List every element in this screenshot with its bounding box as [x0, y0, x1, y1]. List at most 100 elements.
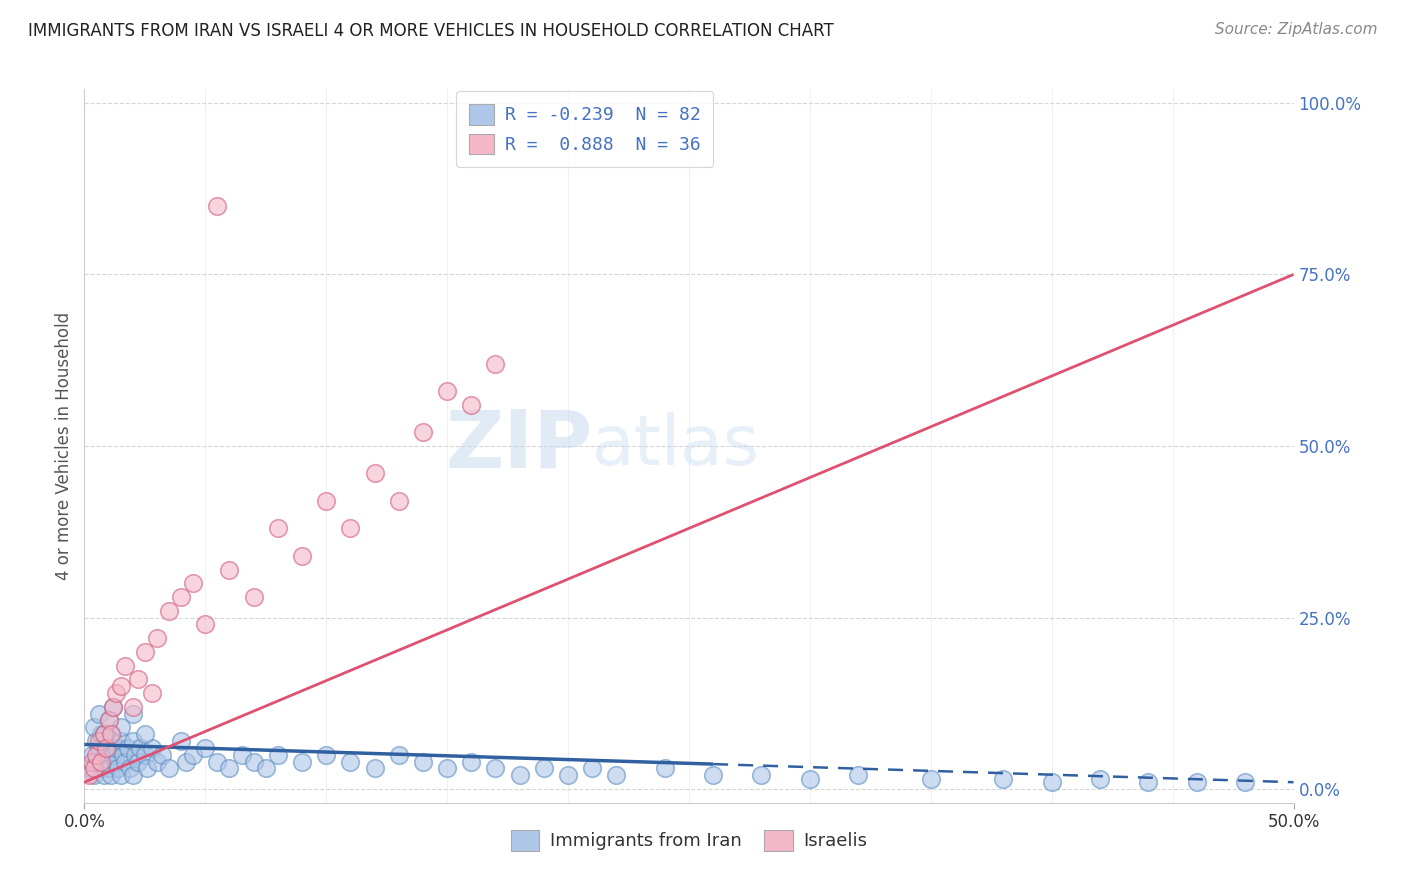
Point — [94, 740, 117, 755]
Point — [90, 727, 112, 741]
Point — [605, 768, 627, 782]
Point — [136, 762, 159, 776]
Point — [94, 755, 117, 769]
Point — [170, 734, 193, 748]
Point — [104, 686, 127, 700]
Point — [242, 590, 264, 604]
Point — [363, 467, 385, 481]
Point — [533, 762, 555, 776]
Point — [110, 679, 132, 693]
Point — [460, 398, 482, 412]
Point — [83, 762, 105, 776]
Point — [846, 768, 869, 782]
Point — [207, 199, 229, 213]
Point — [146, 631, 169, 645]
Point — [134, 727, 156, 741]
Point — [120, 762, 142, 776]
Point — [121, 734, 143, 748]
Point — [339, 755, 361, 769]
Point — [103, 747, 125, 762]
Point — [83, 768, 105, 782]
Point — [218, 562, 240, 576]
Point — [799, 772, 821, 786]
Point — [484, 762, 506, 776]
Point — [181, 747, 204, 762]
Point — [920, 772, 942, 786]
Point — [104, 755, 127, 769]
Point — [751, 768, 773, 782]
Point — [315, 494, 337, 508]
Point — [90, 762, 112, 776]
Text: atlas: atlas — [592, 412, 761, 480]
Point — [157, 604, 180, 618]
Point — [654, 762, 676, 776]
Point — [104, 740, 127, 755]
Text: Source: ZipAtlas.com: Source: ZipAtlas.com — [1215, 22, 1378, 37]
Y-axis label: 4 or more Vehicles in Household: 4 or more Vehicles in Household — [55, 312, 73, 580]
Point — [291, 549, 314, 563]
Point — [77, 762, 100, 776]
Point — [114, 658, 136, 673]
Point — [107, 762, 129, 776]
Point — [127, 755, 149, 769]
Point — [291, 755, 314, 769]
Point — [87, 734, 110, 748]
Point — [254, 762, 277, 776]
Point — [129, 740, 152, 755]
Point — [460, 755, 482, 769]
Point — [363, 762, 385, 776]
Point — [87, 740, 110, 755]
Point — [993, 772, 1015, 786]
Point — [86, 747, 108, 762]
Point — [174, 755, 197, 769]
Point — [141, 686, 163, 700]
Text: ZIP: ZIP — [444, 407, 592, 485]
Point — [436, 762, 458, 776]
Point — [194, 740, 217, 755]
Point — [581, 762, 603, 776]
Point — [231, 747, 253, 762]
Point — [339, 521, 361, 535]
Point — [1185, 775, 1208, 789]
Point — [484, 357, 506, 371]
Point — [80, 747, 103, 762]
Point — [124, 747, 146, 762]
Point — [121, 699, 143, 714]
Point — [388, 747, 411, 762]
Point — [134, 645, 156, 659]
Point — [702, 768, 724, 782]
Point — [87, 706, 110, 721]
Point — [110, 720, 132, 734]
Point — [86, 734, 108, 748]
Point — [146, 755, 169, 769]
Point — [121, 706, 143, 721]
Point — [127, 673, 149, 687]
Point — [1040, 775, 1063, 789]
Point — [100, 727, 122, 741]
Point — [181, 576, 204, 591]
Point — [412, 755, 434, 769]
Point — [157, 762, 180, 776]
Point — [103, 699, 125, 714]
Point — [509, 768, 531, 782]
Point — [103, 699, 125, 714]
Point — [1234, 775, 1257, 789]
Point — [110, 768, 132, 782]
Point — [112, 747, 135, 762]
Point — [97, 762, 120, 776]
Point — [117, 740, 139, 755]
Point — [150, 747, 173, 762]
Point — [218, 762, 240, 776]
Point — [77, 768, 100, 782]
Point — [97, 740, 120, 755]
Point — [97, 714, 120, 728]
Point — [557, 768, 579, 782]
Legend: Immigrants from Iran, Israelis: Immigrants from Iran, Israelis — [503, 822, 875, 858]
Point — [207, 755, 229, 769]
Point — [141, 740, 163, 755]
Point — [93, 727, 115, 741]
Point — [100, 768, 122, 782]
Point — [90, 755, 112, 769]
Point — [388, 494, 411, 508]
Point — [134, 747, 156, 762]
